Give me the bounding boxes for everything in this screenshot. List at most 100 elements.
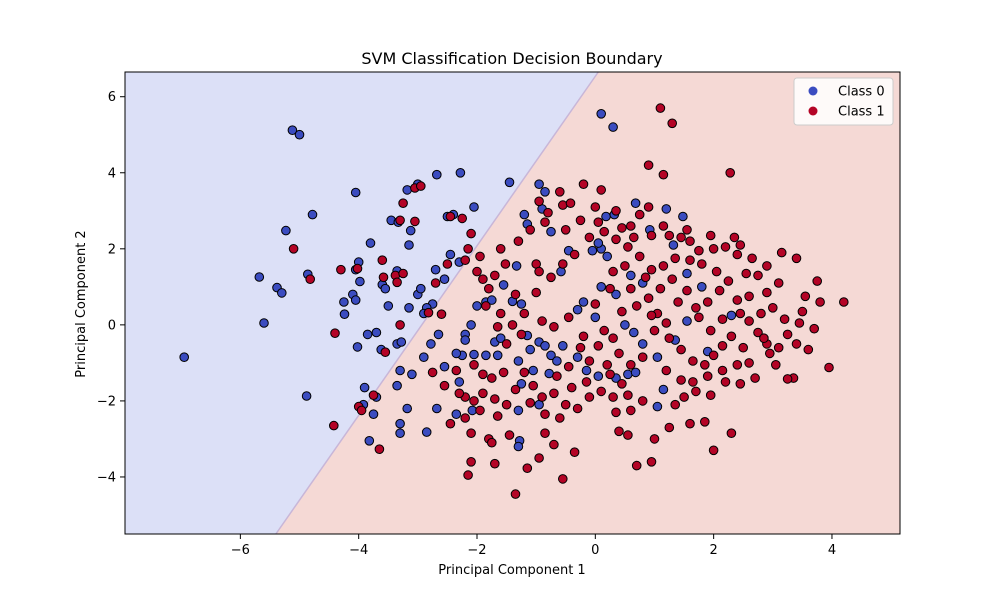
data-point-class-1	[623, 242, 633, 252]
data-point-class-1	[475, 251, 485, 262]
data-point-class-1	[720, 377, 731, 387]
data-point-class-0	[495, 333, 506, 344]
data-point-class-0	[602, 251, 613, 262]
data-point-class-1	[352, 263, 363, 274]
data-point-class-1	[646, 457, 657, 467]
data-point-class-0	[513, 441, 524, 452]
data-point-class-1	[634, 209, 645, 220]
data-point-class-1	[617, 223, 627, 233]
data-point-class-1	[717, 365, 728, 376]
data-point-class-1	[563, 361, 574, 372]
data-point-class-1	[487, 373, 497, 383]
data-point-class-1	[732, 360, 743, 370]
data-point-class-1	[534, 266, 544, 277]
data-point-class-0	[513, 356, 524, 366]
data-point-class-1	[510, 489, 521, 499]
data-point-class-1	[525, 398, 536, 408]
data-point-class-1	[676, 375, 686, 385]
data-point-class-1	[558, 474, 568, 484]
data-point-class-1	[643, 160, 654, 170]
data-point-class-1	[702, 371, 713, 382]
data-point-class-1	[744, 358, 754, 368]
data-point-class-1	[565, 198, 576, 208]
data-point-class-1	[498, 367, 509, 378]
data-point-class-1	[593, 217, 604, 227]
data-point-class-0	[525, 344, 536, 355]
data-point-class-0	[281, 225, 291, 236]
data-point-class-0	[511, 261, 522, 271]
data-point-class-0	[516, 379, 527, 389]
data-point-class-0	[519, 209, 530, 220]
data-point-class-1	[454, 388, 465, 399]
data-point-class-1	[395, 215, 405, 226]
data-point-class-1	[629, 232, 639, 243]
legend-marker-class-0	[808, 86, 818, 96]
data-point-class-0	[587, 245, 598, 256]
data-point-class-1	[288, 244, 299, 254]
data-point-class-1	[427, 367, 438, 378]
data-point-class-1	[637, 396, 648, 406]
data-point-class-1	[649, 325, 660, 336]
data-point-class-1	[460, 255, 471, 266]
data-point-class-1	[824, 362, 834, 373]
data-point-class-1	[717, 314, 728, 325]
data-point-class-0	[350, 295, 361, 305]
data-point-class-1	[578, 179, 589, 189]
data-point-class-1	[655, 103, 666, 113]
data-point-class-1	[741, 268, 752, 279]
x-tick-label: 2	[710, 543, 718, 558]
data-point-class-0	[396, 337, 407, 347]
data-point-class-1	[519, 308, 530, 319]
data-point-class-1	[575, 215, 586, 226]
data-point-class-1	[584, 232, 595, 243]
data-point-class-1	[377, 255, 388, 266]
data-point-class-1	[445, 418, 456, 429]
data-point-class-1	[617, 379, 627, 389]
data-point-class-1	[531, 287, 542, 298]
data-point-class-1	[617, 306, 627, 317]
data-point-class-0	[469, 349, 479, 360]
data-point-class-1	[492, 322, 503, 332]
data-point-class-1	[549, 388, 559, 399]
data-point-class-1	[782, 329, 793, 340]
data-point-class-1	[410, 216, 420, 227]
data-point-class-1	[584, 356, 595, 366]
data-point-class-1	[466, 457, 476, 467]
data-point-class-1	[608, 392, 618, 402]
x-tick-label: 4	[828, 543, 836, 558]
data-point-class-1	[759, 333, 769, 344]
data-point-class-1	[478, 388, 488, 399]
data-point-class-0	[596, 109, 607, 119]
data-point-class-1	[637, 352, 648, 363]
data-point-class-0	[277, 288, 287, 298]
data-point-class-1	[581, 377, 592, 387]
data-point-class-0	[682, 316, 692, 326]
data-point-class-1	[398, 268, 408, 279]
data-point-class-0	[451, 348, 462, 359]
data-point-class-1	[705, 325, 716, 336]
data-point-class-1	[688, 356, 698, 366]
data-point-class-1	[599, 226, 610, 237]
data-point-class-1	[747, 253, 757, 264]
data-point-class-1	[510, 384, 521, 395]
data-point-class-1	[504, 430, 515, 440]
data-point-class-0	[294, 129, 305, 140]
data-point-class-1	[735, 308, 746, 319]
data-point-class-1	[500, 259, 511, 269]
data-point-class-1	[305, 274, 316, 285]
data-point-class-1	[679, 392, 689, 402]
data-point-class-1	[735, 379, 746, 389]
data-point-class-1	[602, 360, 613, 370]
data-point-class-0	[658, 384, 669, 395]
data-point-class-0	[432, 403, 442, 414]
data-point-class-0	[395, 418, 405, 429]
x-tick-label: −2	[467, 543, 486, 558]
data-point-class-1	[475, 405, 485, 416]
data-point-class-0	[682, 268, 692, 279]
data-point-class-0	[513, 405, 524, 416]
data-point-class-0	[402, 185, 413, 195]
data-point-class-1	[528, 380, 539, 391]
data-point-class-1	[495, 308, 506, 319]
data-point-class-1	[720, 242, 731, 252]
data-point-class-0	[355, 276, 365, 287]
